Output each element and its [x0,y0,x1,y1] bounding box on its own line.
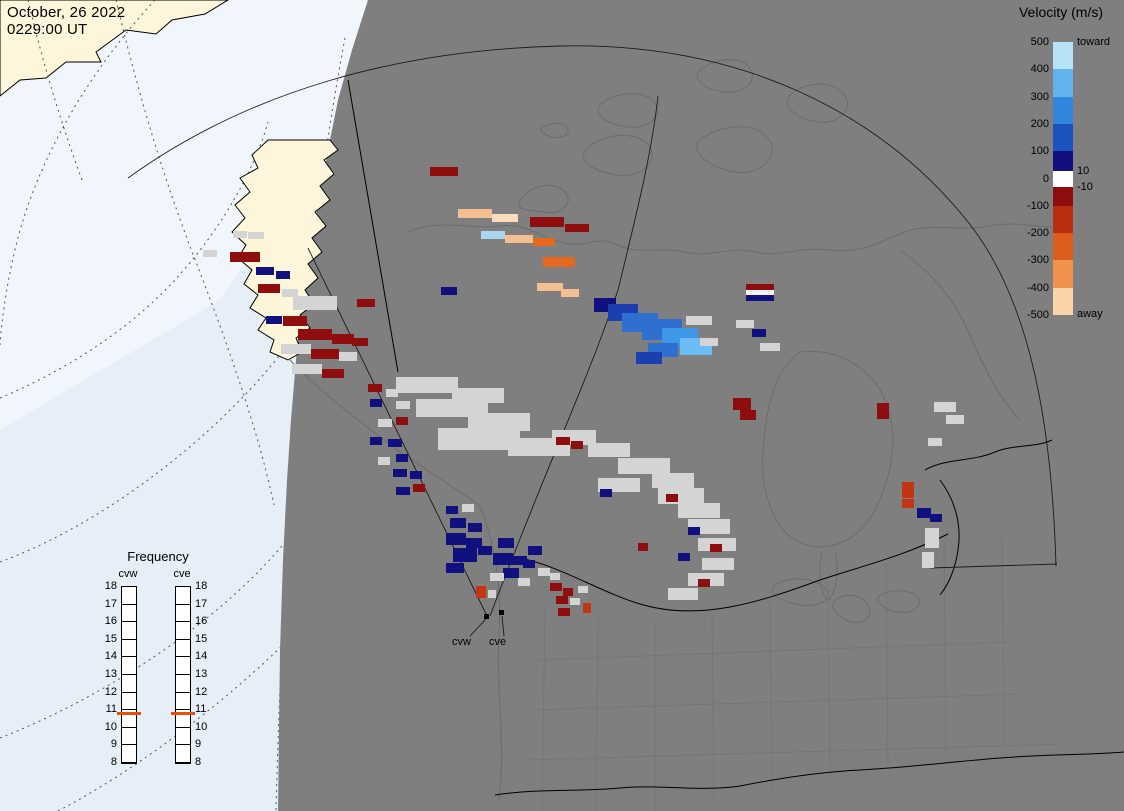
national-borders-coast [347,79,1124,796]
frequency-legend-title: Frequency [127,549,189,564]
radar-site-markers [484,610,504,619]
timestamp: October, 26 2022 0229:00 UT [7,4,125,39]
velocity-legend-title: Velocity (m/s) [1018,4,1103,20]
alaska-landmass [0,0,229,97]
time-text: 0229:00 UT [7,21,88,39]
state-borders [527,531,1063,811]
faint-coastlines [289,59,1061,801]
date-text: October, 26 2022 [7,4,126,21]
nightside-region [278,0,1124,811]
